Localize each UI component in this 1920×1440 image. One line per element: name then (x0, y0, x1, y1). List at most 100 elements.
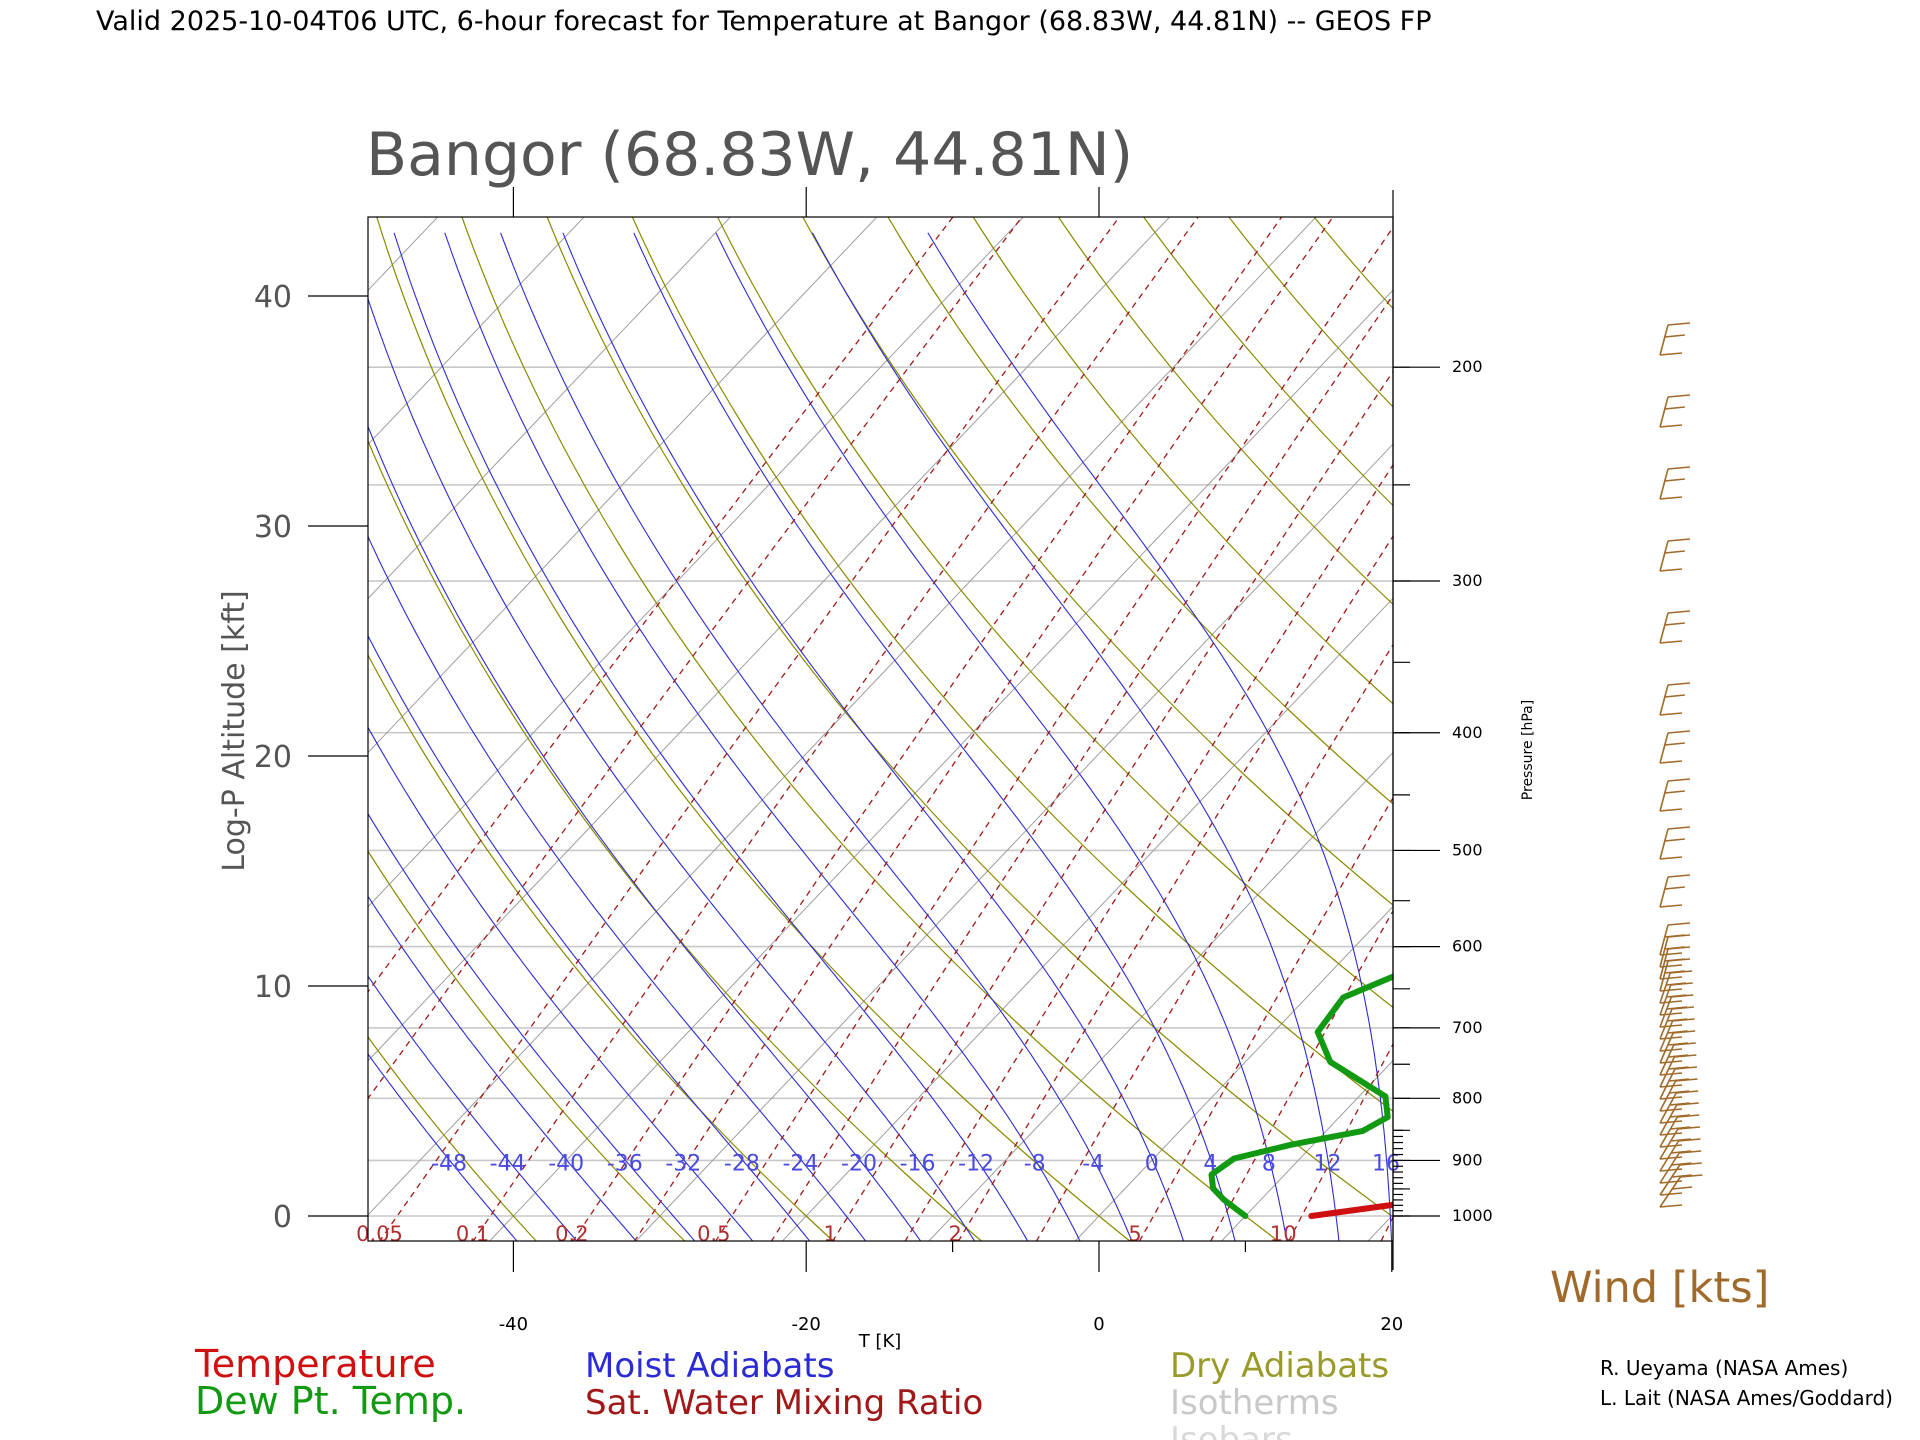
dry-adiabat (368, 850, 686, 1241)
wind-barb (1659, 1138, 1701, 1172)
moist-label: 12 (1313, 1151, 1341, 1176)
isotherm-line (1651, 207, 1920, 1251)
dry-adiabat (1057, 217, 1393, 606)
y-tick-label: 0 (273, 1200, 292, 1235)
dry-adiabat (1645, 207, 1920, 1251)
mixing-ratio-line (1543, 211, 1920, 1251)
mixing-ratio-line (368, 217, 954, 993)
wind-barb (1659, 1018, 1695, 1052)
isotherm-line (1074, 905, 1393, 1241)
dry-adiabat (1730, 207, 1920, 1251)
isotherm-line (1367, 1214, 1393, 1241)
wind-barb (1659, 1078, 1698, 1112)
legend-dry: Dry Adiabats (1170, 1346, 1389, 1386)
isobar-grid (368, 366, 1393, 1217)
dry-adiabat (1313, 217, 1393, 310)
wind-barb (1659, 826, 1691, 860)
moist-adiabat (368, 726, 754, 1241)
moist-label: -36 (607, 1151, 643, 1176)
x-tick-label: -40 (499, 1314, 528, 1335)
wind-barb (1659, 1174, 1703, 1208)
isotherm-line (368, 217, 1024, 908)
moist-adiabat (368, 895, 637, 1241)
dry-adiabat (546, 217, 1393, 1218)
dry-adiabat (368, 1035, 537, 1241)
wind-barb (1659, 874, 1691, 908)
isotherm-line (928, 751, 1393, 1241)
right-axis: 200 300 400 500 600 700 800 900 1000 (1392, 190, 1493, 1270)
mixing-ratio-line (904, 463, 1393, 1241)
credit-line-2: L. Lait (NASA Ames/Goddard) (1600, 1386, 1893, 1410)
mixing-ratio-line (1718, 211, 1920, 1251)
isotherm-line (368, 217, 1171, 1062)
y-axis-right-label: Pressure [hPa] (1520, 700, 1536, 800)
wind-barb (1659, 1126, 1701, 1160)
mixing-ratio-grid (368, 211, 1920, 1251)
wind-barb (1659, 1090, 1699, 1124)
mixing-ratio-line (1138, 796, 1393, 1241)
mixing-ratio-line (633, 217, 1334, 1241)
mixing-label: 10 (1270, 1222, 1297, 1246)
moist-adiabat (811, 232, 1340, 1241)
wind-barb (1659, 730, 1691, 764)
dry-adiabat (1899, 207, 1920, 1251)
bottom-axis: -40 -20 0 2 0 (499, 187, 1403, 1335)
moist-adiabat (927, 232, 1393, 1241)
x-tick-label: 0 (1093, 1314, 1104, 1335)
moist-label: 0 (1145, 1151, 1159, 1176)
y-tick-label: 40 (254, 280, 292, 315)
credit-line-1: R. Ueyama (NASA Ames) (1600, 1356, 1848, 1380)
moist-adiabat (393, 232, 1029, 1241)
wind-barb (1659, 1114, 1700, 1148)
dry-adiabat (972, 217, 1393, 705)
mixing-ratio-line (1615, 211, 1920, 1251)
wind-barb (1659, 466, 1691, 500)
moist-adiabat (368, 1053, 518, 1241)
isotherm-line (1505, 207, 1920, 1251)
moist-adiabat (500, 232, 1133, 1241)
dry-adiabat (368, 439, 983, 1241)
legend-dewpoint: Dew Pt. Temp. (195, 1379, 466, 1423)
legend-isobars: Isobars (1170, 1420, 1293, 1440)
dry-adiabat (1142, 217, 1393, 507)
dry-adiabat (1476, 207, 1920, 1251)
moist-label: -12 (958, 1151, 994, 1176)
mixing-ratio-line (572, 217, 1283, 1241)
wind-barb (1659, 1054, 1697, 1088)
y-tick-label: 10 (254, 970, 292, 1005)
wind-barb (1659, 1150, 1702, 1184)
mixing-ratio-line (378, 217, 1121, 1241)
mixing-ratio-labels: 0.05 0.1 0.2 0.5 1 2 5 10 (356, 1222, 1296, 1246)
p-tick-label: 500 (1452, 840, 1483, 859)
p-tick-label: 900 (1452, 1150, 1483, 1169)
dry-adiabat (461, 217, 1280, 1241)
moist-label: -4 (1082, 1151, 1104, 1176)
mixing-label: 2 (948, 1222, 961, 1246)
isotherm-line (0, 207, 154, 1251)
isotherm-line (1220, 1059, 1393, 1241)
dry-adiabat (631, 217, 1393, 1113)
moist-adiabat (633, 232, 1236, 1241)
moist-label: -40 (548, 1151, 584, 1176)
dry-adiabat (368, 653, 834, 1241)
moist-adiabat (368, 975, 578, 1241)
moist-adiabat (715, 232, 1288, 1241)
mixing-ratio-line (957, 535, 1393, 1241)
dry-adiabat (1560, 207, 1920, 1251)
dry-adiabat (802, 217, 1393, 906)
wind-barb (1659, 1066, 1698, 1100)
moist-label: -20 (841, 1151, 877, 1176)
wind-barb (1659, 682, 1691, 716)
moist-label: -8 (1024, 1151, 1046, 1176)
isotherm-line (0, 207, 301, 1251)
wind-barb (1659, 1102, 1699, 1136)
p-tick-label: 800 (1452, 1088, 1483, 1107)
isotherm-line (0, 207, 8, 1251)
legend-temperature: Temperature (194, 1342, 436, 1386)
wind-barb (1659, 1042, 1696, 1076)
p-tick-label: 300 (1452, 571, 1483, 590)
mixing-ratio-line (368, 217, 1023, 1100)
mixing-label: 0.1 (456, 1222, 489, 1246)
mixing-label: 0.5 (697, 1222, 730, 1246)
wind-barb (1659, 610, 1691, 644)
